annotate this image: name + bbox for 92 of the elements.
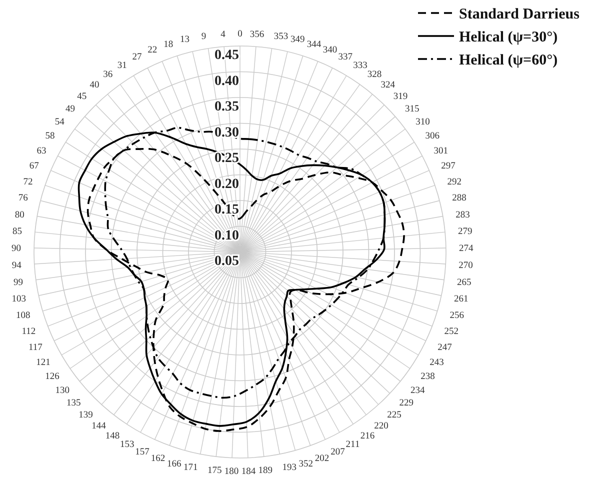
spoke-label: 27 [132, 52, 142, 63]
spoke-label: 184 [241, 467, 256, 478]
spoke-label: 31 [117, 60, 128, 71]
spoke-label: 121 [36, 358, 51, 368]
spoke-label: 36 [103, 70, 113, 80]
spoke-label: 40 [90, 80, 100, 91]
legend-label: Helical (ψ=30°) [459, 29, 558, 46]
spoke-label: 234 [410, 386, 425, 396]
spoke-label: 207 [330, 448, 346, 458]
y-tick-label: 0.40 [214, 74, 239, 89]
spoke-label: 54 [54, 118, 65, 128]
spoke-label: 126 [45, 372, 60, 382]
spoke-label: 0 [238, 29, 243, 40]
y-tick-label: 0.10 [214, 228, 239, 244]
spoke-label: 94 [12, 261, 22, 272]
spoke-label: 67 [29, 162, 40, 172]
spoke-label: 315 [405, 104, 420, 114]
spoke-label: 261 [454, 294, 469, 305]
spoke-label: 139 [78, 410, 94, 421]
spoke-label: 229 [399, 398, 414, 409]
spoke-label: 306 [425, 132, 440, 142]
spoke-label: 292 [447, 177, 462, 188]
spoke-label: 90 [12, 244, 22, 254]
legend-label: Standard Darrieus [459, 6, 580, 22]
spoke-label: 99 [14, 278, 24, 288]
spoke-label: 58 [45, 132, 55, 142]
spoke-label: 274 [458, 244, 474, 254]
spoke-label: 4 [220, 30, 226, 40]
spoke-label: 301 [434, 146, 448, 156]
y-tick-label: 0.35 [214, 100, 239, 114]
spoke-label: 49 [66, 104, 76, 114]
spoke-label: 85 [12, 227, 22, 238]
spoke-label: 175 [207, 466, 222, 476]
spoke-label: 328 [367, 70, 382, 80]
spoke-label: 352 [298, 459, 314, 470]
spoke-label: 216 [360, 431, 375, 442]
spoke-label: 247 [438, 342, 452, 353]
spoke-label: 108 [16, 311, 30, 322]
spoke-label: 319 [393, 92, 408, 102]
spoke-label: 225 [387, 410, 402, 421]
spoke-label: 349 [290, 35, 306, 46]
spoke-label: 103 [12, 294, 26, 305]
y-tick-label: 0.05 [214, 254, 239, 269]
spoke-label: 297 [441, 162, 456, 172]
spoke-label: 265 [456, 278, 472, 288]
spoke-label: 148 [105, 431, 120, 442]
spoke-label: 279 [458, 227, 472, 238]
spoke-label: 157 [135, 448, 150, 458]
spoke-label: 153 [120, 440, 134, 450]
spoke-label: 252 [444, 327, 459, 338]
spoke-label: 256 [450, 311, 464, 322]
spoke-label: 13 [180, 35, 190, 46]
y-tick-label: 0.30 [214, 125, 239, 140]
y-tick-label: 0.20 [214, 176, 239, 192]
y-tick-label: 0.45 [214, 48, 239, 63]
spoke-label: 76 [18, 194, 28, 204]
spoke-label: 211 [346, 440, 360, 450]
spoke-label: 333 [353, 60, 368, 71]
y-tick-label: 0.15 [214, 202, 239, 218]
legend-label: Helical (ψ=60°) [459, 52, 558, 68]
spoke-label: 45 [77, 92, 87, 102]
spoke-label: 180 [224, 467, 239, 478]
spoke-label: 243 [430, 358, 444, 368]
spoke-label: 189 [258, 466, 273, 476]
spoke-label: 344 [306, 40, 322, 50]
spoke-label: 337 [338, 52, 353, 63]
spoke-label: 220 [374, 421, 389, 432]
spoke-label: 72 [23, 177, 34, 188]
spoke-label: 283 [456, 210, 470, 220]
spoke-label: 353 [274, 32, 288, 42]
spoke-label: 22 [148, 46, 158, 56]
spoke-label: 166 [167, 459, 182, 470]
spoke-label: 135 [66, 398, 81, 409]
spoke-label: 9 [201, 32, 206, 42]
spoke-label: 144 [92, 421, 106, 432]
spoke-label: 202 [314, 454, 330, 464]
spoke-label: 310 [416, 118, 430, 128]
spoke-label: 238 [420, 372, 436, 382]
spoke-label: 340 [322, 46, 338, 56]
spoke-label: 80 [14, 210, 25, 220]
spoke-label: 112 [22, 327, 36, 338]
spoke-label: 18 [164, 40, 174, 50]
spoke-label: 288 [452, 194, 467, 204]
spoke-label: 63 [36, 146, 46, 156]
spoke-label: 130 [55, 386, 70, 396]
spoke-label: 162 [150, 454, 166, 464]
spoke-label: 171 [184, 463, 198, 474]
spoke-label: 270 [458, 261, 474, 272]
spoke-label: 117 [28, 342, 43, 353]
spoke-label: 193 [282, 463, 297, 474]
spoke-label: 324 [380, 80, 396, 91]
spoke-label: 356 [250, 30, 264, 40]
